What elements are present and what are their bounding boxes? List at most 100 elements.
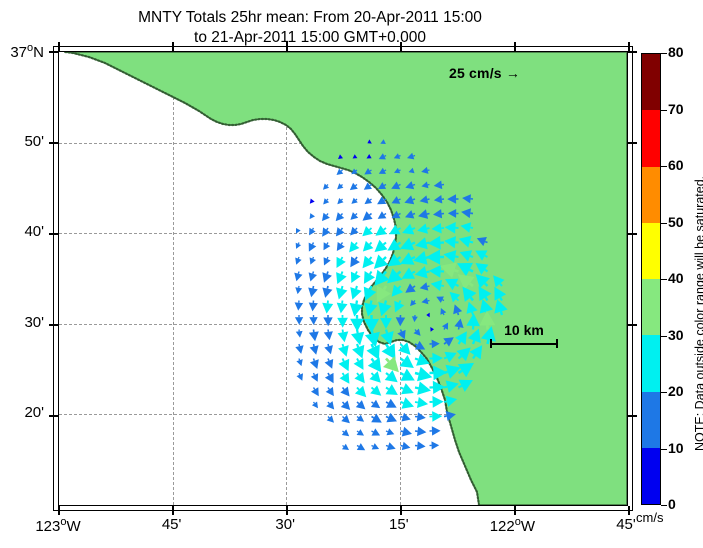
current-vector-arrow [350,271,361,283]
current-vector-arrow [443,395,458,407]
x-tick-label: 123oW [35,516,81,535]
frame-tick-segment [49,51,58,53]
current-vector-arrow [378,182,387,189]
current-vector-arrow [336,300,348,314]
current-vector-arrow [367,139,372,144]
current-vector-arrow [351,329,365,346]
current-vector-arrow [462,194,474,204]
frame-tick-segment [286,510,343,511]
frame-tick-segment [49,233,58,235]
current-vector-arrow [338,358,350,372]
current-vector-arrow [309,198,315,204]
current-vector-arrow [352,343,365,359]
current-vector-arrow [408,167,415,174]
frame-tick-segment [172,46,229,47]
frame-tick-segment [632,233,633,279]
current-vector-arrow [339,372,350,384]
current-vector-arrow [336,285,348,300]
current-vector-arrow [427,235,445,250]
frame-tick-segment [628,506,630,515]
current-vector-arrow [429,352,443,364]
current-vector-arrow [393,153,401,159]
current-vector-arrow [433,195,445,204]
current-vector-arrow [443,250,459,263]
current-vector-arrow [309,358,319,369]
current-vector-arrow [405,181,416,190]
current-vector-arrow [414,381,431,395]
current-vector-arrow [362,255,375,269]
current-vector-arrow [442,322,449,330]
current-vector-arrow [338,343,349,357]
current-vector-arrow [363,285,377,301]
current-vector-arrow [400,397,414,409]
current-vector-arrow [377,211,387,219]
gridline-vertical [172,52,174,505]
colorbar-tick-label: 60 [668,157,684,173]
frame-tick-segment [514,46,571,47]
current-vector-arrow [430,279,445,292]
current-vector-arrow [323,198,330,205]
current-vector-arrow [353,358,364,370]
current-vector-arrow [326,401,335,410]
current-vector-arrow [370,399,381,409]
current-vector-arrow [494,286,507,302]
current-vector-arrow [493,275,505,288]
current-vector-arrow [337,315,348,328]
current-vector-arrow [375,225,387,236]
current-vector-arrow [371,413,382,423]
current-vector-arrow [429,396,444,408]
current-vector-arrow [336,271,347,285]
current-vector-arrow [429,339,440,349]
current-vector-arrow [354,372,365,384]
frame-tick-segment [628,51,637,53]
current-vector-arrow [387,238,402,251]
current-vector-arrow [414,366,433,382]
current-vector-arrow [355,400,366,410]
current-vector-arrow [364,315,380,333]
current-vector-arrow [350,226,359,236]
current-vector-arrow [421,166,430,174]
current-vector-arrow [309,315,318,325]
current-vector-arrow [414,441,426,451]
frame-tick-segment [58,510,115,511]
frame-tick-segment [632,142,633,188]
current-vector-arrow [296,228,301,234]
current-vector-arrow [429,411,443,422]
current-vector-arrow [323,242,331,251]
frame-tick-segment [58,506,60,515]
colorbar-band-30-40 [642,279,660,336]
current-vector-arrow [391,210,401,219]
current-vector-arrow [336,168,344,175]
current-vector-arrow [324,372,334,384]
current-vector-arrow [421,297,430,305]
current-vector-arrow [296,358,303,367]
current-vector-arrow [362,226,373,237]
current-vector-arrow [341,429,350,437]
frame-tick-segment [53,142,54,188]
current-vector-arrow [374,269,390,286]
current-vector-arrow [443,411,456,421]
current-vector-arrow [391,181,401,190]
current-vector-arrow [443,337,454,347]
current-vector-arrow [340,400,351,410]
current-vector-arrow [294,315,304,325]
current-vector-arrow [475,263,489,275]
current-vector-arrow [337,198,344,205]
frame-tick-segment [400,42,402,51]
colorbar-note-wrapper: NOTE: Data outside color range will be s… [693,176,703,452]
current-vector-arrow [453,304,463,316]
current-vector-arrow [400,383,414,395]
x-tick-label: 45' [161,516,182,533]
current-vector-arrow [411,314,418,323]
current-vector-arrow [295,329,303,338]
distance-scale-line [490,339,558,348]
current-vector-arrow [295,256,302,265]
current-vector-arrow [350,315,364,332]
current-vector-arrow [429,365,448,381]
current-vector-arrow [378,167,387,174]
current-vector-arrow [364,168,372,175]
colorbar-saturation-note: NOTE: Data outside color range will be s… [693,175,703,451]
colorbar-tick-label: 40 [668,270,684,286]
colorbar-band-50-60 [642,166,660,223]
current-vector-arrow [325,386,334,397]
